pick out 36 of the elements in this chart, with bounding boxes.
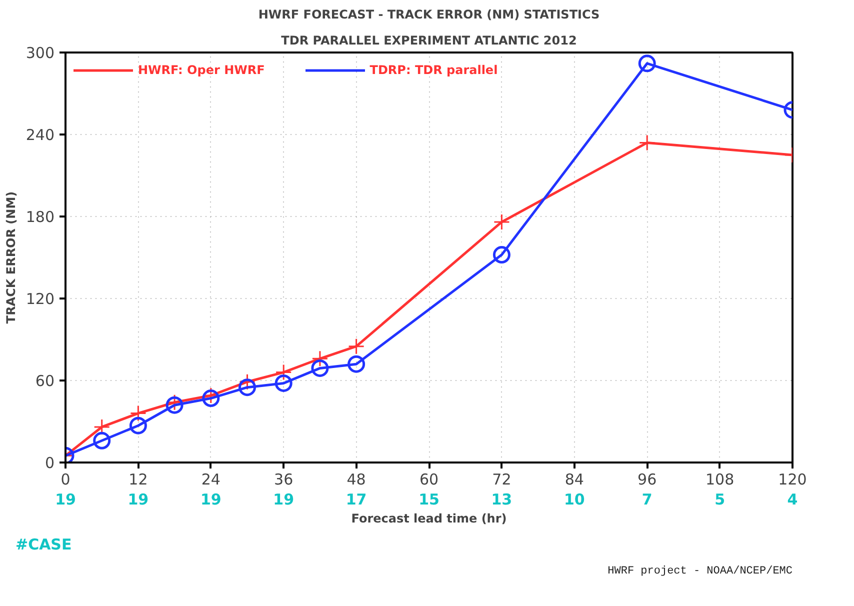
x-tick-label: 84: [564, 470, 584, 488]
y-tick-label: 240: [26, 126, 55, 144]
legend-label: HWRF: Oper HWRF: [138, 63, 265, 77]
text: 17: [346, 490, 367, 508]
text: 19: [128, 490, 149, 508]
x-tick-label: 0: [60, 470, 70, 488]
y-axis-title: TRACK ERROR (NM): [4, 191, 18, 324]
legend-label: TDRP: TDR parallel: [370, 63, 498, 77]
x-tick-label: 72: [492, 470, 512, 488]
text: 19: [273, 490, 294, 508]
text: 10: [564, 490, 585, 508]
chart-subtitle: TDR PARALLEL EXPERIMENT ATLANTIC 2012: [281, 34, 577, 48]
y-tick-label: 120: [26, 290, 55, 308]
x-tick-label: 48: [346, 470, 366, 488]
text: 4: [787, 490, 798, 508]
x-tick-label: 36: [274, 470, 294, 488]
chart-title: HWRF FORECAST - TRACK ERROR (NM) STATISTICS: [258, 8, 600, 22]
text: 15: [418, 490, 440, 508]
x-tick-label: 24: [201, 470, 220, 488]
text: #CASE: [16, 536, 72, 554]
y-tick-label: 60: [35, 372, 55, 390]
text: 19: [200, 490, 222, 508]
x-tick-label: 12: [128, 470, 148, 488]
text: 13: [491, 490, 512, 508]
x-axis-title: Forecast lead time (hr): [351, 512, 507, 526]
x-tick-label: 120: [778, 470, 807, 488]
x-tick-label: 60: [419, 470, 439, 488]
x-tick-label: 96: [638, 470, 657, 488]
text: 7: [642, 490, 652, 508]
y-tick-label: 0: [44, 454, 55, 472]
text: 19: [55, 490, 76, 508]
x-tick-label: 108: [705, 470, 734, 488]
y-tick-label: 300: [26, 44, 55, 62]
text: HWRF project - NOAA/NCEP/EMC: [608, 566, 793, 578]
y-tick-label: 180: [26, 208, 55, 226]
text: 5: [714, 490, 726, 508]
